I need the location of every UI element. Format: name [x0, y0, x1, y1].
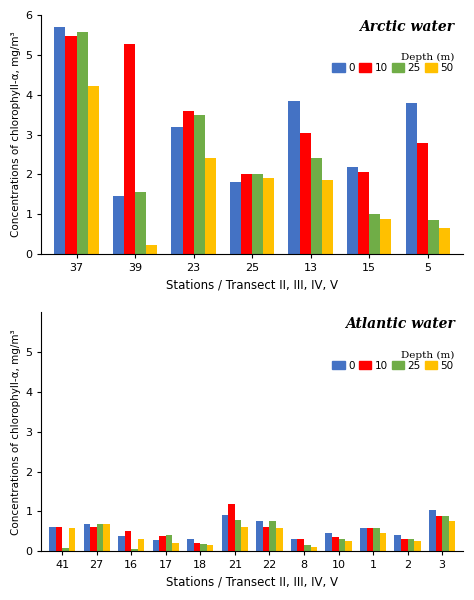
Bar: [297, 539, 304, 551]
Bar: [408, 539, 414, 551]
Bar: [55, 527, 62, 551]
Bar: [235, 520, 241, 551]
Bar: [205, 158, 216, 254]
Bar: [166, 535, 173, 551]
Bar: [222, 515, 228, 551]
Bar: [332, 538, 338, 551]
Bar: [338, 539, 345, 551]
Bar: [62, 548, 69, 551]
Bar: [263, 178, 274, 254]
Bar: [442, 516, 449, 551]
Bar: [358, 172, 369, 254]
Bar: [310, 547, 317, 551]
Bar: [291, 539, 297, 551]
Bar: [428, 220, 439, 254]
Bar: [304, 545, 310, 551]
Bar: [345, 541, 352, 551]
Bar: [135, 192, 146, 254]
Bar: [325, 533, 332, 551]
Legend: 0, 10, 25, 50: 0, 10, 25, 50: [332, 64, 454, 73]
Bar: [118, 536, 125, 551]
Bar: [360, 528, 366, 551]
Bar: [241, 175, 252, 254]
Bar: [322, 181, 333, 254]
Bar: [252, 175, 263, 254]
Y-axis label: Concentrations of chlorophyll-α, mg/m³: Concentrations of chlorophyll-α, mg/m³: [11, 329, 21, 535]
Bar: [366, 528, 373, 551]
Bar: [207, 545, 213, 551]
Bar: [394, 535, 401, 551]
Bar: [182, 110, 193, 254]
Bar: [173, 544, 179, 551]
Bar: [300, 133, 310, 254]
Bar: [88, 86, 99, 254]
Bar: [69, 528, 75, 551]
X-axis label: Stations / Transect II, III, IV, V: Stations / Transect II, III, IV, V: [166, 576, 338, 589]
Bar: [125, 530, 131, 551]
Bar: [256, 521, 263, 551]
Bar: [103, 524, 110, 551]
Legend: 0, 10, 25, 50: 0, 10, 25, 50: [332, 361, 454, 371]
Bar: [276, 528, 283, 551]
Bar: [138, 539, 145, 551]
Bar: [65, 36, 77, 254]
Bar: [97, 524, 103, 551]
Bar: [373, 528, 380, 551]
Text: Depth (m): Depth (m): [401, 53, 455, 62]
Bar: [55, 27, 65, 254]
Bar: [269, 521, 276, 551]
Bar: [429, 510, 436, 551]
Bar: [406, 103, 417, 254]
Bar: [172, 127, 182, 254]
Bar: [347, 167, 358, 254]
Bar: [159, 536, 166, 551]
Bar: [380, 219, 392, 254]
Bar: [449, 521, 456, 551]
Bar: [369, 214, 380, 254]
Bar: [263, 527, 269, 551]
Bar: [241, 527, 248, 551]
Bar: [439, 228, 450, 254]
Text: Atlantic water: Atlantic water: [345, 317, 455, 331]
Bar: [131, 550, 138, 551]
Bar: [201, 544, 207, 551]
Bar: [77, 32, 88, 254]
Bar: [230, 182, 241, 254]
Bar: [228, 505, 235, 551]
Bar: [380, 533, 386, 551]
Bar: [193, 115, 205, 254]
Bar: [90, 527, 97, 551]
Bar: [49, 527, 55, 551]
Bar: [289, 101, 300, 254]
Text: Depth (m): Depth (m): [401, 350, 455, 360]
Bar: [146, 245, 157, 254]
Text: Arctic water: Arctic water: [359, 20, 455, 34]
Bar: [113, 196, 124, 254]
Y-axis label: Concentrations of chlorophyll-α, mg/m³: Concentrations of chlorophyll-α, mg/m³: [11, 32, 21, 238]
Bar: [124, 44, 135, 254]
Bar: [194, 542, 201, 551]
X-axis label: Stations / Transect II, III, IV, V: Stations / Transect II, III, IV, V: [166, 278, 338, 292]
Bar: [436, 516, 442, 551]
Bar: [401, 539, 408, 551]
Bar: [414, 541, 421, 551]
Bar: [417, 143, 428, 254]
Bar: [83, 524, 90, 551]
Bar: [310, 158, 322, 254]
Bar: [153, 540, 159, 551]
Bar: [187, 539, 194, 551]
